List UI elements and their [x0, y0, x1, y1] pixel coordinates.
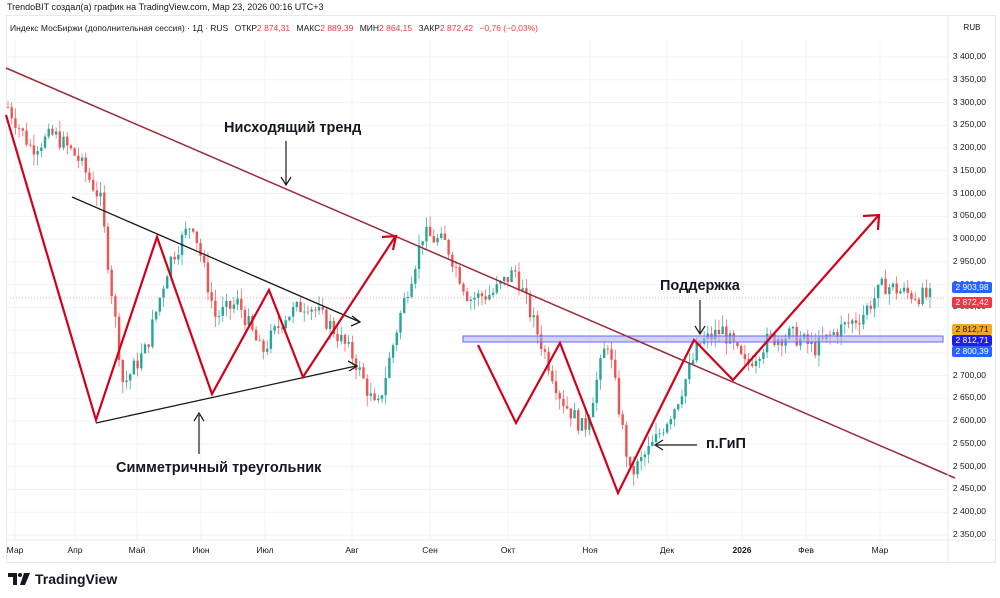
price-tick-label: 2 650,00 [952, 392, 986, 403]
time-tick-label: Апр [67, 545, 83, 555]
candlesticks [6, 100, 932, 486]
price-tick-label: 2 550,00 [952, 437, 986, 448]
price-tick-label: 2 600,00 [952, 415, 986, 426]
price-tick-label: 2 700,00 [952, 369, 986, 380]
time-tick-label: Сен [422, 545, 438, 555]
tradingview-logo-text: TradingView [35, 571, 118, 587]
ihs-pointer-head [653, 439, 664, 451]
price-tick-label: 2 450,00 [952, 483, 986, 494]
price-tick-label: 2 950,00 [952, 255, 986, 266]
time-tick-label: 2026 [732, 545, 752, 555]
price-tick-label: 2 350,00 [952, 528, 986, 539]
price-tick-label: 2 500,00 [952, 460, 986, 471]
annotation-support: Поддержка [660, 278, 740, 294]
price-tick-label: 3 100,00 [952, 187, 986, 198]
support-zone [462, 335, 944, 343]
tradingview-logo-icon [8, 573, 30, 585]
time-tick-label: Авг [345, 545, 359, 555]
time-tick-label: Ноя [582, 545, 598, 555]
time-tick-label: Июн [192, 545, 210, 555]
time-tick-label: Мар [6, 545, 24, 555]
triangle-lower-line [95, 365, 357, 424]
price-tick-label: 3 000,00 [952, 233, 986, 244]
price-tick-label: 2 400,00 [952, 506, 986, 517]
downtrend-pointer-head [280, 176, 292, 187]
time-tick-label: Мар [871, 545, 889, 555]
price-tag: 2 903,98 [952, 282, 992, 293]
high-value: 2 889,39 [320, 23, 354, 33]
price-tag: 2 812,71 [952, 324, 992, 335]
breakout-arrowhead [381, 234, 398, 251]
target-arrowhead [862, 213, 881, 231]
price-tag: 2 812,71 [952, 335, 992, 346]
chart-credit: TrendoBIT создал(а) график на TradingVie… [7, 2, 324, 12]
time-tick-label: Фев [798, 545, 814, 555]
change-value: −0,76 (−0,03%) [479, 23, 539, 33]
price-tick-label: 3 400,00 [952, 51, 986, 61]
open-value: 2 874,31 [257, 23, 291, 33]
time-tick-label: Дек [659, 545, 675, 555]
time-tick-label: Май [128, 545, 146, 555]
price-tick-label: 3 200,00 [952, 142, 986, 153]
price-tag: 2 872,42 [952, 297, 992, 308]
annotation-triangle: Симметричный треугольник [116, 460, 322, 476]
pattern-zigzag [4, 114, 396, 424]
triangle-pointer-head [193, 411, 205, 422]
annotation-downtrend: Нисходящий тренд [224, 120, 362, 136]
downtrend-line [5, 67, 956, 479]
support-pointer-head [694, 325, 706, 336]
ihs-zigzag [477, 215, 879, 496]
price-tag: 2 800,39 [952, 346, 992, 357]
symbol-title[interactable]: Индекс МосБиржи (дополнительная сессия) … [10, 23, 229, 33]
price-tick-label: 3 150,00 [952, 164, 986, 175]
time-tick-label: Окт [500, 545, 516, 555]
close-label: ЗАКР [418, 23, 440, 33]
low-value: 2 864,15 [379, 23, 413, 33]
triangle-upper-arrowhead [350, 315, 362, 327]
time-tick-label: Июл [256, 545, 274, 555]
price-tick-label: 3 300,00 [952, 96, 986, 107]
grid-lines [6, 40, 948, 540]
high-label: МАКС [296, 23, 321, 33]
close-value: 2 872,42 [439, 23, 474, 33]
annotation-ihs: п.ГиП [706, 436, 746, 452]
price-tick-label: 3 350,00 [952, 73, 986, 84]
low-label: МИН [359, 23, 380, 33]
currency-label[interactable]: RUB [963, 23, 981, 32]
tradingview-logo[interactable]: TradingView [8, 571, 117, 587]
price-tick-label: 3 250,00 [952, 119, 986, 130]
symbol-legend: Индекс МосБиржи (дополнительная сессия) … [10, 23, 538, 33]
price-tick-label: 3 050,00 [952, 210, 986, 221]
triangle-upper-line [71, 196, 361, 323]
chart-frame[interactable] [6, 15, 996, 563]
open-label: ОТКР [234, 23, 258, 33]
triangle-lower-arrowhead [347, 360, 359, 372]
